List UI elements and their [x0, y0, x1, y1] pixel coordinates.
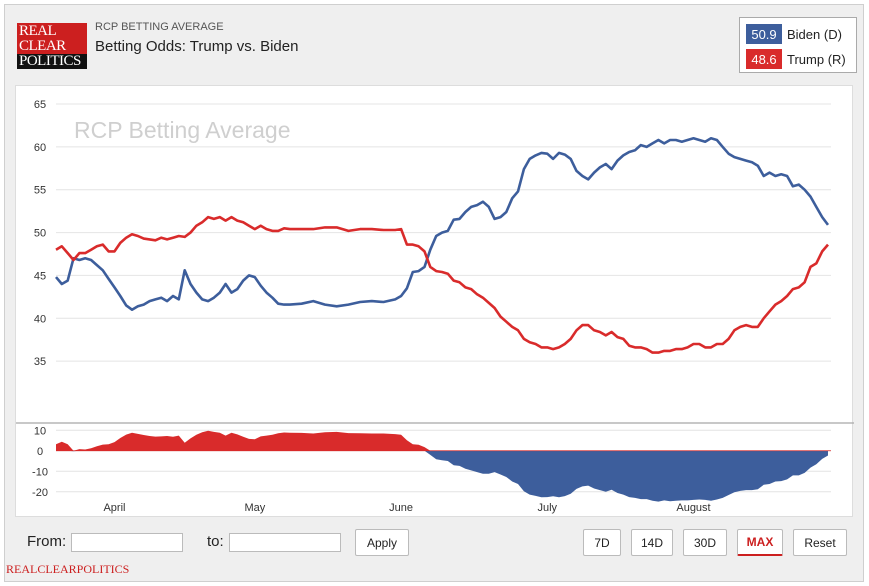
chart-supertitle: RCP BETTING AVERAGE [95, 21, 224, 33]
to-label: to: [207, 533, 224, 550]
chart-widget: REAL CLEAR POLITICS RCP BETTING AVERAGE … [4, 4, 864, 582]
footer-brand: REALCLEARPOLITICS [6, 562, 130, 576]
legend-label-biden: Biden (D) [787, 26, 842, 42]
from-date-input[interactable] [71, 533, 183, 552]
y-tick-label: 60 [34, 142, 46, 154]
reset-button[interactable]: Reset [793, 529, 847, 556]
rcp-logo: REAL CLEAR POLITICS [17, 23, 87, 69]
y-tick-label: 40 [34, 313, 46, 325]
y-tick-label: 35 [34, 356, 46, 368]
diff-tick-label: 10 [34, 425, 46, 437]
diff-tick-label: -10 [32, 466, 48, 478]
legend-label-trump: Trump (R) [787, 51, 846, 67]
range-7d-button[interactable]: 7D [583, 529, 621, 556]
chart-title: Betting Odds: Trump vs. Biden [95, 38, 299, 55]
apply-button[interactable]: Apply [355, 529, 409, 556]
x-tick-label: June [389, 502, 413, 514]
plot-area: 65 60 55 50 45 40 35 RCP Betting Average 10 0 -10 -… [15, 85, 854, 517]
legend-value-biden: 50.9 [746, 24, 782, 44]
diff-tick-label: 0 [37, 446, 43, 458]
x-tick-label: April [103, 502, 125, 514]
legend: 50.9 Biden (D) 48.6 Trump (R) [739, 17, 857, 73]
y-tick-label: 45 [34, 270, 46, 282]
y-tick-label: 55 [34, 185, 46, 197]
controls-bar: From: to: Apply 7D 14D 30D MAX Reset [5, 520, 863, 560]
x-tick-label: August [676, 502, 710, 514]
legend-item-trump: 48.6 Trump (R) [746, 49, 846, 69]
legend-value-trump: 48.6 [746, 49, 782, 69]
diff-area-biden [56, 450, 828, 502]
series-line-trump [55, 215, 829, 354]
series-line-biden [55, 137, 830, 311]
diff-tick-label: -20 [32, 487, 48, 499]
to-date-input[interactable] [229, 533, 341, 552]
y-tick-label: 65 [34, 99, 46, 111]
chart-svg: 65 60 55 50 45 40 35 RCP Betting Average 10 0 -10 -… [16, 99, 854, 514]
y-tick-label: 50 [34, 228, 46, 240]
x-tick-label: July [537, 502, 557, 514]
legend-item-biden: 50.9 Biden (D) [746, 24, 842, 44]
diff-area-trump [56, 430, 828, 451]
x-tick-label: May [244, 502, 265, 514]
range-14d-button[interactable]: 14D [631, 529, 673, 556]
from-label: From: [27, 533, 67, 550]
chart-watermark: RCP Betting Average [74, 117, 291, 143]
range-max-button[interactable]: MAX [737, 529, 783, 556]
range-30d-button[interactable]: 30D [683, 529, 727, 556]
